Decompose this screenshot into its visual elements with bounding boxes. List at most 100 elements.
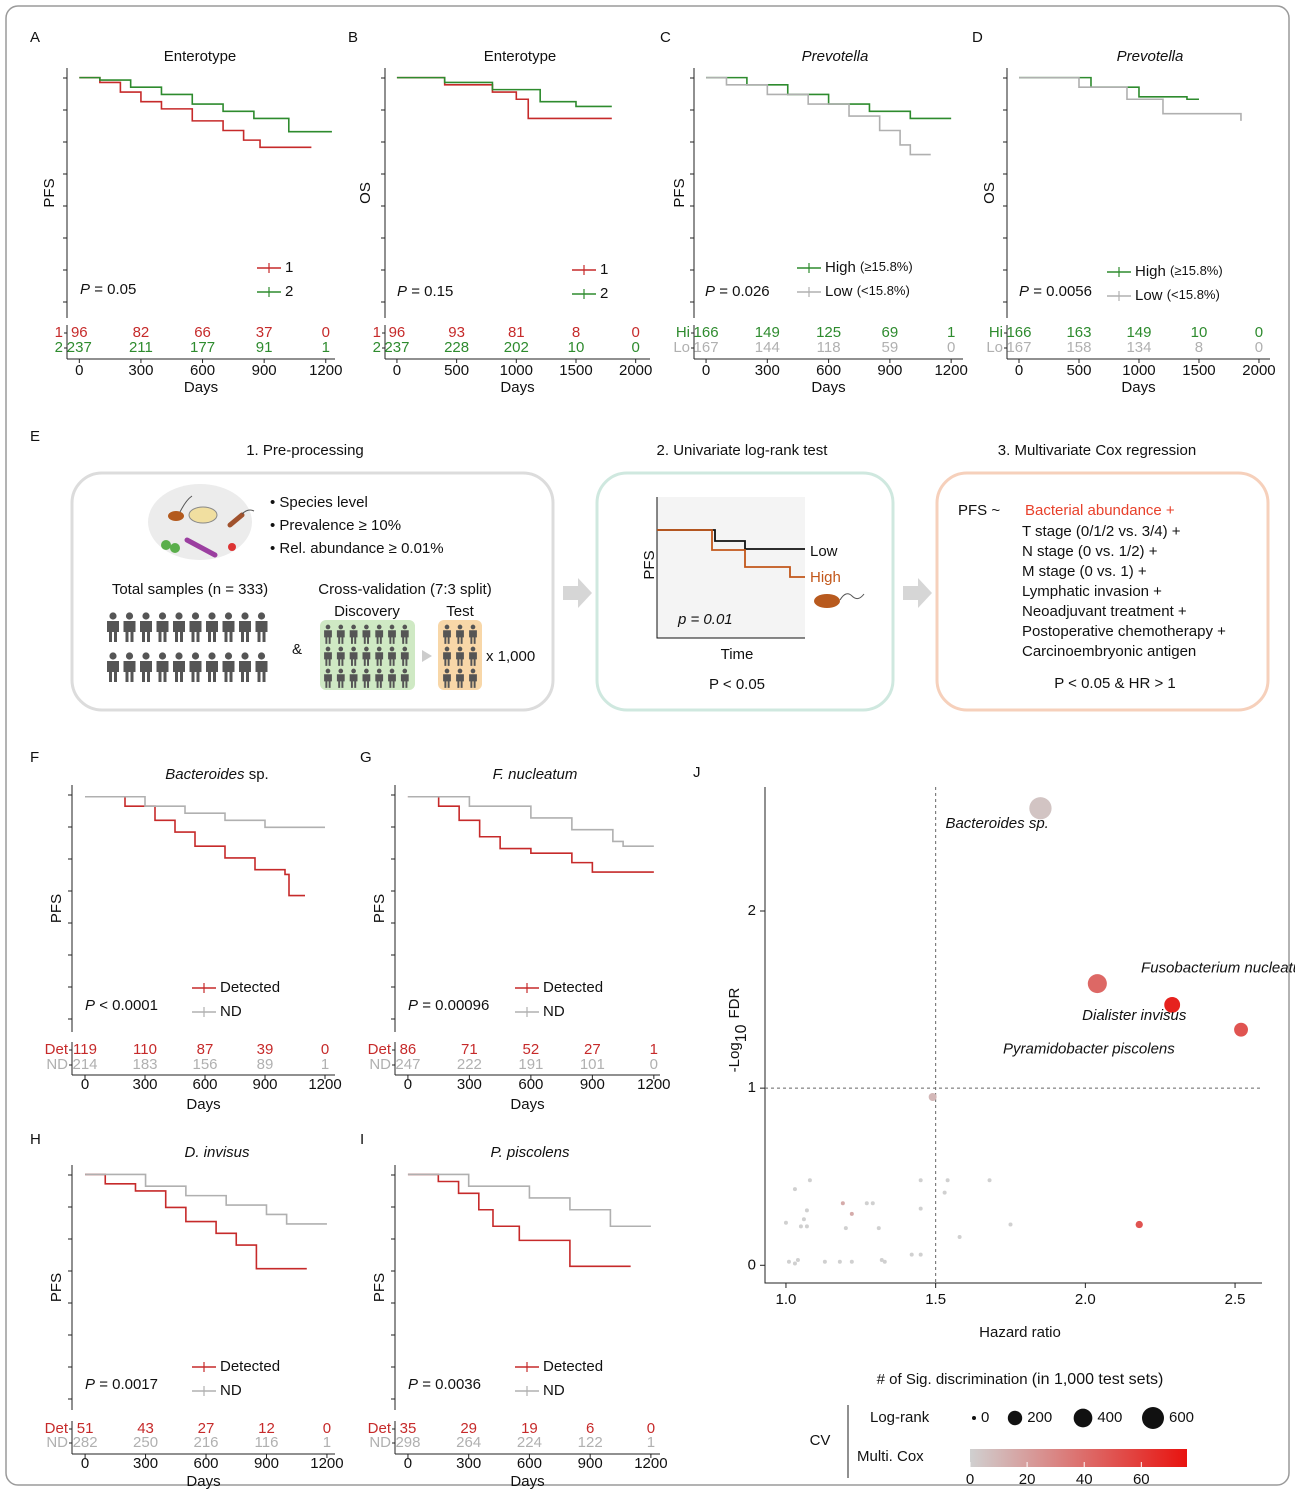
risk-count: 134 bbox=[1126, 339, 1151, 356]
person-icon bbox=[377, 647, 382, 652]
x-tick-label: 600 bbox=[192, 1076, 217, 1093]
bacterium bbox=[170, 543, 180, 553]
y-axis-label: PFS bbox=[48, 1273, 65, 1302]
point bbox=[946, 1178, 950, 1182]
x-tick-label: 600 bbox=[517, 1455, 542, 1472]
p-text: = 0.15 bbox=[411, 283, 453, 300]
bullet: • Species level bbox=[270, 494, 368, 511]
x-tick-label: 0 bbox=[81, 1076, 89, 1093]
person-icon bbox=[241, 652, 248, 659]
p-text: = 0.0017 bbox=[99, 1376, 158, 1393]
point bbox=[877, 1226, 881, 1230]
person-icon bbox=[338, 625, 343, 630]
x-tick-label: 300 bbox=[456, 1455, 481, 1472]
point bbox=[1009, 1223, 1013, 1227]
legend-name: Low bbox=[825, 283, 853, 300]
p-text: < 0.0001 bbox=[99, 997, 158, 1014]
x-tick-label: 1000 bbox=[1122, 362, 1155, 379]
y-axis-label: PFS bbox=[671, 178, 688, 207]
person-icon bbox=[126, 612, 133, 619]
caption: Total samples (n = 333) bbox=[112, 581, 268, 598]
covariate: N stage (0 vs. 1/2) + bbox=[1022, 543, 1158, 560]
x-tick-label: 900 bbox=[580, 1076, 605, 1093]
y-axis-label: PFS bbox=[371, 894, 388, 923]
risk-row-label: ND bbox=[46, 1056, 68, 1073]
caption: x 1,000 bbox=[486, 648, 535, 665]
y-axis-label: OS bbox=[981, 182, 998, 204]
bullet: • Prevalence ≥ 10% bbox=[270, 517, 401, 534]
point-label: Dialister invisus bbox=[1082, 1007, 1187, 1024]
risk-count: 250 bbox=[133, 1434, 158, 1451]
legend-name: Detected bbox=[543, 1358, 603, 1375]
legend-note: (≥15.8%) bbox=[1170, 263, 1223, 278]
p-symbol: P bbox=[397, 283, 407, 300]
p-value: P = 0.0036 bbox=[408, 1376, 481, 1393]
covariate: Carcinoembryonic antigen bbox=[1022, 643, 1196, 660]
title-main: Prevotella bbox=[802, 48, 869, 65]
color-tick-label: 20 bbox=[1019, 1471, 1036, 1488]
risk-count: 101 bbox=[580, 1056, 605, 1073]
x-tick-label: 900 bbox=[252, 362, 277, 379]
risk-count: 0 bbox=[947, 339, 955, 356]
x-axis-label: Days bbox=[186, 1473, 220, 1490]
point bbox=[808, 1178, 812, 1182]
title-main: Enterotype bbox=[484, 48, 557, 65]
legend-label: Detected bbox=[220, 979, 280, 996]
legend-name: Detected bbox=[220, 979, 280, 996]
person-icon bbox=[364, 669, 369, 674]
risk-count: 167 bbox=[694, 339, 719, 356]
person-icon bbox=[402, 625, 407, 630]
x-tick-label: 1200 bbox=[637, 1076, 670, 1093]
title-rest: sp. bbox=[249, 766, 269, 783]
panel-label: C bbox=[660, 29, 671, 46]
point-label: Bacteroides sp. bbox=[945, 815, 1048, 832]
point bbox=[943, 1191, 947, 1195]
risk-count: 0 bbox=[1255, 339, 1263, 356]
legend-label: High (≥15.8%) bbox=[1135, 263, 1223, 280]
size-key bbox=[1008, 1411, 1022, 1425]
color-tick-label: 0 bbox=[966, 1471, 974, 1488]
point bbox=[871, 1201, 875, 1205]
point bbox=[805, 1208, 809, 1212]
risk-count: 156 bbox=[192, 1056, 217, 1073]
mini-p: p = 0.01 bbox=[677, 611, 733, 628]
y-tick-label: 2 bbox=[748, 902, 756, 919]
color-tick-label: 60 bbox=[1133, 1471, 1150, 1488]
legend-name: ND bbox=[543, 1003, 565, 1020]
step-title: 2. Univariate log-rank test bbox=[657, 442, 829, 459]
risk-count: 211 bbox=[129, 339, 153, 356]
person-icon bbox=[364, 625, 369, 630]
legend-note: (<15.8%) bbox=[857, 283, 910, 298]
panel-label: J bbox=[693, 764, 701, 781]
x-tick-label: 600 bbox=[194, 1455, 219, 1472]
p-text: = 0.0056 bbox=[1033, 283, 1092, 300]
risk-count: 202 bbox=[504, 339, 529, 356]
x-tick-label: 2.5 bbox=[1225, 1291, 1246, 1308]
bacterium bbox=[814, 594, 840, 608]
x-tick-label: 300 bbox=[132, 1076, 157, 1093]
point bbox=[793, 1262, 797, 1266]
person-icon bbox=[445, 669, 450, 674]
person-icon bbox=[445, 647, 450, 652]
size-key bbox=[1142, 1407, 1164, 1429]
chart-title: Bacteroides sp. bbox=[165, 766, 268, 783]
x-tick-label: 500 bbox=[1066, 362, 1091, 379]
risk-count: 144 bbox=[755, 339, 780, 356]
legend-label: Detected bbox=[543, 979, 603, 996]
risk-count: 191 bbox=[518, 1056, 543, 1073]
mini-legend: High bbox=[810, 569, 841, 586]
risk-row-label: ND bbox=[369, 1056, 391, 1073]
risk-count: 8 bbox=[1195, 339, 1203, 356]
person-icon bbox=[458, 647, 463, 652]
legend-label: 2 bbox=[600, 285, 608, 302]
p-value: P < 0.0001 bbox=[85, 997, 158, 1014]
step-title: 3. Multivariate Cox regression bbox=[998, 442, 1196, 459]
x-tick-label: 300 bbox=[133, 1455, 158, 1472]
person-icon bbox=[192, 652, 199, 659]
risk-count: 183 bbox=[132, 1056, 157, 1073]
person-icon bbox=[159, 612, 166, 619]
legend-label: Detected bbox=[220, 1358, 280, 1375]
legend-name: 2 bbox=[285, 283, 293, 300]
x-tick-label: 300 bbox=[755, 362, 780, 379]
x-tick-label: 600 bbox=[518, 1076, 543, 1093]
